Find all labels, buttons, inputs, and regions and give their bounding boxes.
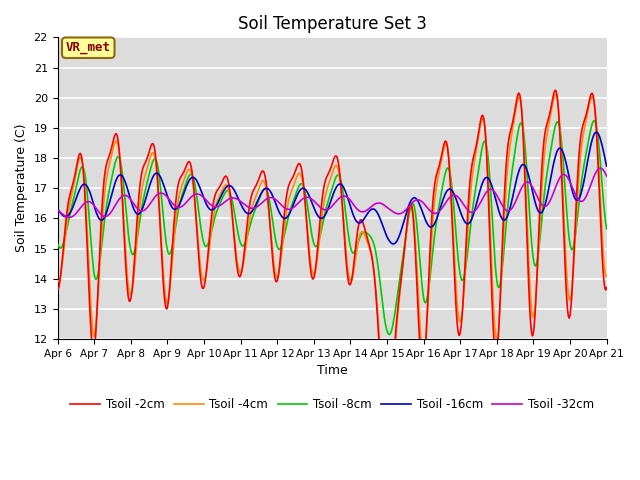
Line: Tsoil -8cm: Tsoil -8cm: [58, 120, 607, 335]
Tsoil -4cm: [176, 191, 184, 196]
Tsoil -4cm: [399, 257, 407, 263]
Tsoil -16cm: [415, 201, 423, 207]
X-axis label: Time: Time: [317, 364, 348, 377]
Tsoil -4cm: [54, 278, 61, 284]
Tsoil -8cm: [54, 240, 61, 246]
Tsoil -2cm: [120, 229, 128, 235]
Tsoil -8cm: [385, 332, 393, 337]
Tsoil -32cm: [399, 209, 407, 215]
Tsoil -2cm: [176, 176, 184, 182]
Tsoil -32cm: [54, 208, 61, 214]
Tsoil -4cm: [63, 216, 71, 222]
Tsoil -8cm: [399, 251, 407, 256]
Tsoil -16cm: [176, 201, 184, 207]
Tsoil -32cm: [66, 215, 74, 220]
Tsoil -8cm: [176, 201, 184, 207]
Tsoil -2cm: [54, 288, 61, 294]
Tsoil -2cm: [205, 243, 212, 249]
Tsoil -2cm: [383, 424, 390, 430]
Y-axis label: Soil Temperature (C): Soil Temperature (C): [15, 124, 28, 252]
Tsoil -16cm: [120, 176, 128, 182]
Tsoil -32cm: [596, 165, 604, 171]
Tsoil -2cm: [552, 87, 559, 93]
Tsoil -32cm: [603, 173, 611, 179]
Tsoil -4cm: [552, 92, 559, 97]
Line: Tsoil -4cm: Tsoil -4cm: [58, 95, 607, 416]
Tsoil -4cm: [415, 313, 423, 319]
Line: Tsoil -2cm: Tsoil -2cm: [58, 90, 607, 427]
Legend: Tsoil -2cm, Tsoil -4cm, Tsoil -8cm, Tsoil -16cm, Tsoil -32cm: Tsoil -2cm, Tsoil -4cm, Tsoil -8cm, Tsoi…: [66, 393, 598, 416]
Tsoil -8cm: [591, 118, 598, 123]
Tsoil -16cm: [603, 163, 611, 169]
Title: Soil Temperature Set 3: Soil Temperature Set 3: [237, 15, 426, 33]
Tsoil -32cm: [63, 214, 71, 220]
Tsoil -16cm: [593, 130, 600, 135]
Tsoil -8cm: [415, 253, 423, 259]
Line: Tsoil -16cm: Tsoil -16cm: [58, 132, 607, 244]
Tsoil -4cm: [205, 251, 212, 257]
Tsoil -16cm: [390, 241, 397, 247]
Text: VR_met: VR_met: [66, 41, 111, 54]
Tsoil -32cm: [415, 197, 423, 203]
Tsoil -4cm: [383, 413, 391, 419]
Tsoil -8cm: [120, 186, 128, 192]
Tsoil -2cm: [399, 256, 407, 262]
Tsoil -8cm: [205, 239, 212, 245]
Tsoil -16cm: [205, 205, 212, 211]
Tsoil -32cm: [121, 192, 129, 198]
Tsoil -8cm: [603, 226, 611, 232]
Tsoil -16cm: [54, 206, 61, 212]
Tsoil -32cm: [205, 201, 213, 206]
Tsoil -2cm: [603, 285, 611, 290]
Tsoil -4cm: [120, 220, 128, 226]
Tsoil -4cm: [603, 274, 611, 279]
Tsoil -2cm: [415, 337, 423, 343]
Tsoil -32cm: [177, 204, 184, 210]
Tsoil -16cm: [399, 220, 407, 226]
Tsoil -16cm: [63, 213, 71, 219]
Tsoil -2cm: [63, 205, 71, 211]
Tsoil -8cm: [63, 222, 71, 228]
Line: Tsoil -32cm: Tsoil -32cm: [58, 168, 607, 217]
